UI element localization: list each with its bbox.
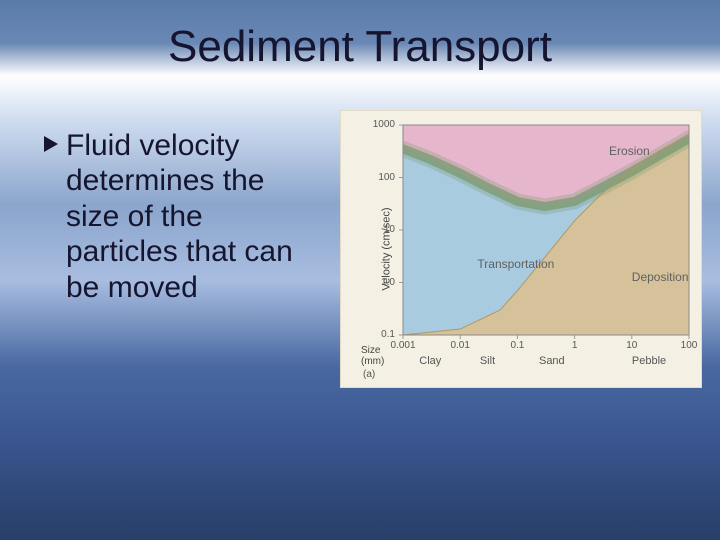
x-axis-size-label: Size(mm) [361, 345, 384, 367]
y-tick-label: 1000 [373, 119, 395, 130]
x-tick-label: 1 [572, 340, 578, 351]
x-category-label: Clay [419, 355, 441, 367]
y-tick-label: 100 [378, 172, 395, 183]
chevron-right-icon [42, 134, 60, 159]
y-tick-label: 1.0 [381, 277, 395, 288]
page-title: Sediment Transport [0, 22, 720, 72]
x-tick-label: 0.01 [450, 340, 469, 351]
y-tick-label: 0.1 [381, 329, 395, 340]
y-tick-label: 10 [384, 224, 395, 235]
bullet-text: Fluid velocity determines the size of th… [66, 128, 322, 305]
region-label-deposition: Deposition [632, 270, 689, 284]
x-category-label: Silt [480, 355, 495, 367]
region-label-transportation: Transportation [477, 257, 554, 271]
bullet-block: Fluid velocity determines the size of th… [42, 128, 322, 305]
hjulstrom-chart: Velocity (cm/sec) Size(mm) (a) 0.11.0101… [340, 110, 702, 388]
x-tick-label: 0.1 [510, 340, 524, 351]
x-tick-label: 0.001 [390, 340, 415, 351]
bullet-row: Fluid velocity determines the size of th… [42, 128, 322, 305]
legend-marker-a: (a) [363, 369, 375, 380]
x-category-label: Sand [539, 355, 565, 367]
x-category-label: Pebble [632, 355, 666, 367]
x-tick-label: 10 [626, 340, 637, 351]
x-tick-label: 100 [681, 340, 698, 351]
region-label-erosion: Erosion [609, 144, 650, 158]
